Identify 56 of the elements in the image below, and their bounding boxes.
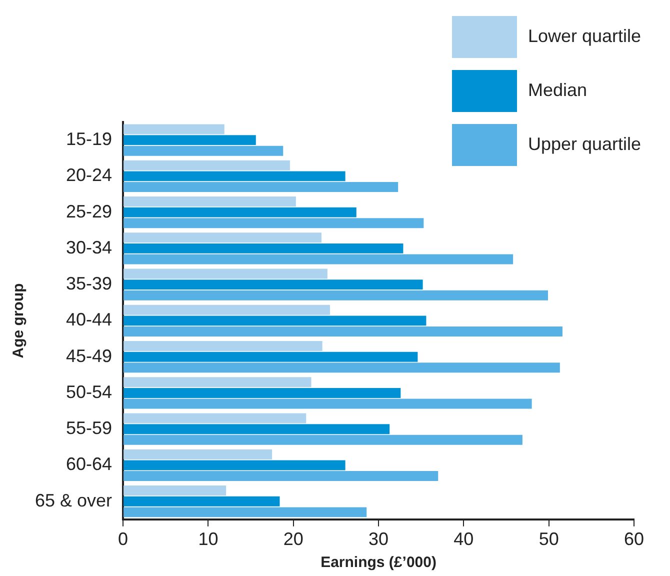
y-tick-label: 40-44 <box>66 310 112 330</box>
bar <box>124 352 418 362</box>
bar <box>124 449 272 460</box>
bar <box>124 290 548 300</box>
x-tick-label: 30 <box>368 529 389 550</box>
y-tick-label: 25-29 <box>66 201 112 222</box>
bar <box>124 424 390 434</box>
bar <box>124 232 322 243</box>
bar <box>124 146 284 156</box>
bar <box>124 304 330 315</box>
bar <box>124 434 522 445</box>
bar <box>124 280 423 290</box>
bar <box>124 341 322 351</box>
y-tick-label: 20-24 <box>66 165 112 186</box>
x-tick-label: 40 <box>454 529 474 550</box>
bar <box>124 243 404 254</box>
y-tick-label: 50-54 <box>66 382 112 402</box>
bar <box>124 124 224 134</box>
bar <box>124 135 256 146</box>
y-tick-label: 30-34 <box>66 237 112 258</box>
bar <box>124 507 367 518</box>
y-tick-label: 35-39 <box>66 274 112 294</box>
y-tick-label: 60-64 <box>66 454 112 474</box>
bar <box>124 182 398 192</box>
bar <box>124 460 346 470</box>
y-tick-label: 15-19 <box>66 129 112 150</box>
bar <box>124 471 438 482</box>
x-tick-label: 10 <box>198 529 218 550</box>
legend-label: Lower quartile <box>528 26 642 46</box>
bar <box>124 398 532 409</box>
legend-label: Median <box>528 80 588 100</box>
bar <box>124 254 514 264</box>
y-tick-label: 45-49 <box>66 346 112 366</box>
y-tick-label: 55-59 <box>66 418 112 438</box>
bar <box>124 486 226 496</box>
bar <box>124 413 306 424</box>
bar <box>124 218 424 228</box>
legend-label: Upper quartile <box>528 134 642 154</box>
bar <box>124 362 560 373</box>
bar <box>124 377 312 388</box>
y-tick-label: 65 & over <box>35 490 112 510</box>
x-tick-label: 0 <box>118 529 128 550</box>
x-tick-label: 60 <box>624 529 644 550</box>
bar <box>124 207 356 218</box>
x-tick-label: 20 <box>283 529 304 550</box>
bar <box>124 196 296 206</box>
bar <box>124 316 426 326</box>
bar <box>124 326 562 337</box>
x-axis-title: Earnings (£’000) <box>320 554 436 572</box>
bar <box>124 171 346 182</box>
bar <box>124 268 328 279</box>
bar <box>124 388 401 398</box>
bar <box>124 160 290 170</box>
bar <box>124 496 280 506</box>
y-axis-title: Age group <box>10 283 28 358</box>
x-tick-label: 50 <box>538 529 559 550</box>
